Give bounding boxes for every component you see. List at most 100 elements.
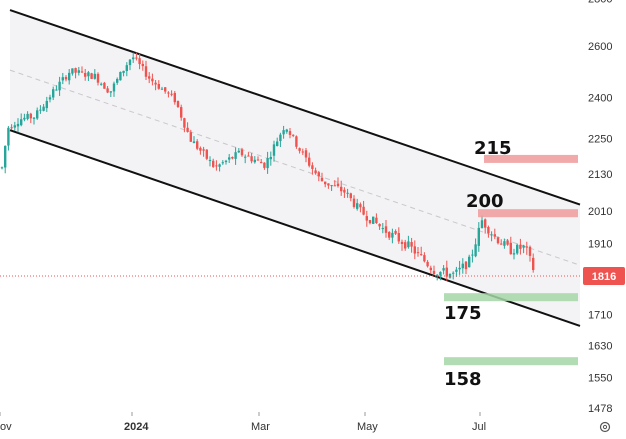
candle xyxy=(0,166,4,170)
gear-icon[interactable] xyxy=(599,421,611,433)
candle xyxy=(247,152,250,157)
candle xyxy=(432,265,436,276)
candle xyxy=(381,222,384,234)
candle xyxy=(250,153,253,164)
candle xyxy=(330,184,333,192)
candle xyxy=(346,188,349,198)
candle xyxy=(52,86,55,101)
candle xyxy=(39,105,42,114)
candle xyxy=(359,202,362,213)
time-axis: ov 2024 Mar May Jul xyxy=(0,412,486,433)
candle xyxy=(196,139,199,151)
level-zone-215: 215 xyxy=(474,138,578,163)
candle xyxy=(16,118,20,133)
candle xyxy=(4,145,7,174)
candle xyxy=(160,86,164,90)
candle xyxy=(372,216,375,225)
candle xyxy=(260,158,263,164)
candle xyxy=(375,213,378,224)
candle xyxy=(144,60,148,80)
candle xyxy=(298,147,301,154)
candle xyxy=(116,77,119,85)
candle xyxy=(311,162,314,175)
candle xyxy=(336,177,340,188)
candle xyxy=(128,59,132,71)
candle xyxy=(119,71,122,81)
candle xyxy=(388,231,391,241)
candle xyxy=(474,238,477,258)
level-label: 215 xyxy=(474,138,512,159)
candle xyxy=(20,113,23,127)
candle xyxy=(234,147,237,165)
candle xyxy=(84,68,87,81)
candle xyxy=(327,183,330,189)
candle xyxy=(384,219,388,238)
channel-midline xyxy=(9,69,581,266)
candle xyxy=(436,274,439,281)
y-tick-label: 1710 xyxy=(588,310,612,322)
candle xyxy=(148,72,151,84)
level-label: 158 xyxy=(444,369,482,390)
candle xyxy=(221,160,224,165)
candle xyxy=(208,156,212,167)
candle xyxy=(240,147,244,157)
candle xyxy=(442,265,445,275)
candle xyxy=(269,151,272,166)
candle xyxy=(477,222,480,252)
candle xyxy=(420,246,423,256)
candle xyxy=(266,151,269,174)
candle xyxy=(304,148,308,163)
candle xyxy=(71,68,74,76)
level-label: 175 xyxy=(444,303,482,324)
candle xyxy=(55,85,58,91)
candlestick-series xyxy=(0,52,535,281)
candle xyxy=(96,72,100,86)
candle xyxy=(61,72,64,85)
candle xyxy=(173,90,176,105)
candle xyxy=(301,148,304,155)
candle xyxy=(340,180,343,196)
candle xyxy=(528,245,532,262)
level-band xyxy=(478,209,578,218)
y-tick-label: 2800 xyxy=(588,0,612,6)
level-zone-200: 200 xyxy=(466,191,578,218)
candle xyxy=(295,135,298,149)
candle xyxy=(317,170,320,182)
candle xyxy=(192,136,196,144)
candle xyxy=(282,125,285,139)
candle xyxy=(90,72,93,80)
candle xyxy=(106,86,109,94)
candle xyxy=(167,91,170,98)
candle xyxy=(496,236,500,245)
candle xyxy=(445,260,448,281)
candle xyxy=(215,160,218,171)
candle xyxy=(36,107,39,120)
candle xyxy=(272,140,276,162)
candle xyxy=(151,73,154,86)
candle xyxy=(308,152,311,168)
candle xyxy=(314,167,317,175)
x-tick-label: 2024 xyxy=(124,421,149,433)
candle xyxy=(231,156,234,160)
candle xyxy=(87,70,90,82)
candle xyxy=(58,76,61,96)
candle xyxy=(125,62,128,77)
candle xyxy=(333,180,336,187)
candle xyxy=(484,218,487,234)
candle xyxy=(404,239,407,251)
candle xyxy=(352,195,356,209)
candle xyxy=(32,117,36,125)
candle xyxy=(343,187,346,198)
candle xyxy=(368,219,372,225)
last-price-badge xyxy=(583,267,625,286)
candle xyxy=(394,229,397,236)
candle xyxy=(253,156,256,164)
candle xyxy=(74,67,77,79)
candle xyxy=(407,235,410,249)
candle xyxy=(176,100,180,108)
candle xyxy=(416,247,420,257)
candle xyxy=(180,104,183,121)
candle xyxy=(461,258,464,274)
y-tick-label: 2600 xyxy=(588,41,612,53)
